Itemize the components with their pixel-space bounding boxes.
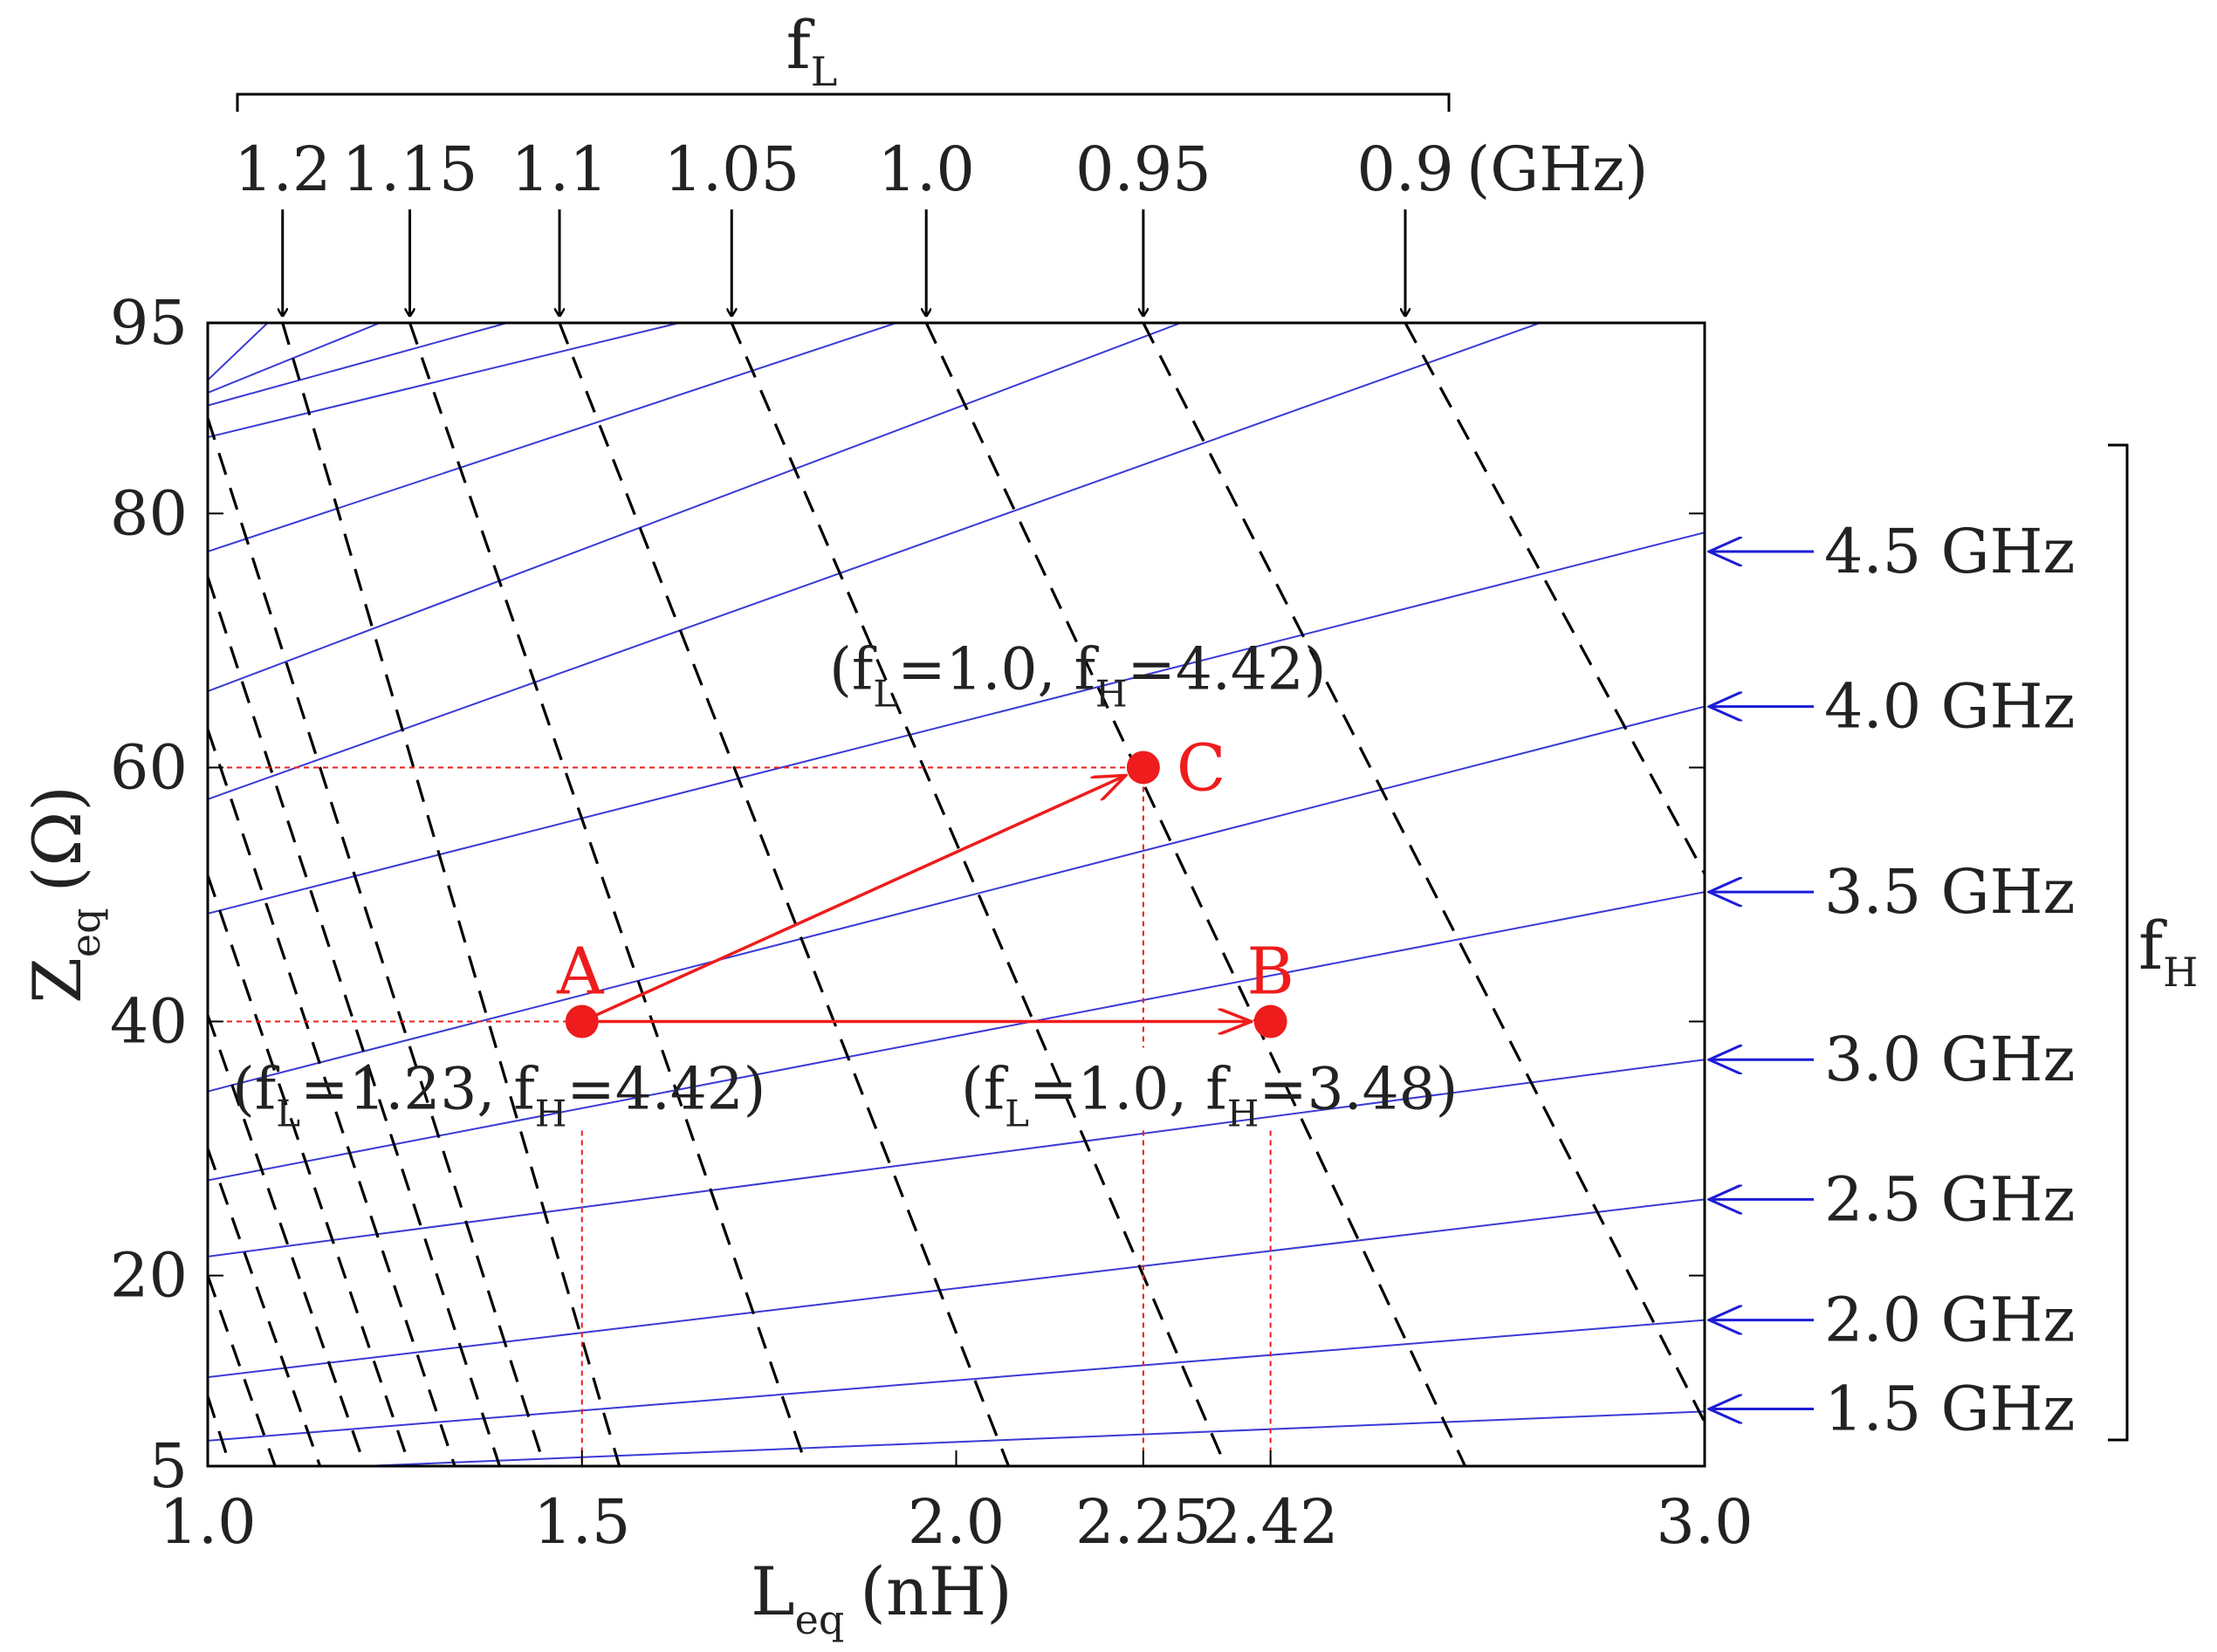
fl-unit: (GHz) (1466, 134, 1648, 205)
annotation-B: (fL=1.0, fH=3.48) (961, 1056, 1458, 1135)
fl-line-unlabeled-7 (208, 1395, 232, 1466)
fl-label-1.05: 1.05 (663, 134, 800, 205)
fl-line-unlabeled-4 (208, 1014, 367, 1466)
point-label-C: C (1177, 730, 1226, 805)
fl-line-1.05 (730, 323, 1227, 1466)
fl-line-1.1 (558, 323, 1011, 1466)
fl-line-1.15 (408, 323, 808, 1466)
fl-line-unlabeled-2 (208, 729, 456, 1466)
fl-top-labels: 1.2 1.15 1.1 1.05 1.0 0.95 0.9 (234, 134, 1454, 316)
x-axis-ticks: 1.0 1.5 2.0 2.252.42 3.0 (159, 1450, 1754, 1558)
fl-line-unlabeled-6 (208, 1275, 277, 1466)
x-axis-label: L (751, 1553, 794, 1630)
fh-line-0 (342, 1410, 1705, 1466)
annotation-A: (fL=1.23, fH=4.42) (232, 1056, 765, 1135)
x-axis-unit: (nH) (860, 1553, 1012, 1630)
y-tick-label: 40 (110, 986, 188, 1058)
fl-line-0.95 (1142, 323, 1705, 1426)
fh-title: f (2138, 907, 2167, 984)
point-label-B: B (1246, 935, 1294, 1010)
fl-label-1.2: 1.2 (234, 134, 331, 205)
y-axis-ticks: 5 20 40 60 80 95 (110, 287, 1705, 1502)
x-tick-label: 2.25 (1075, 1486, 1211, 1558)
fl-title-sub: L (811, 48, 838, 95)
fl-label-0.95: 0.95 (1075, 134, 1211, 205)
x-tick-label: 1.5 (533, 1486, 630, 1558)
point-annotations: A (fL=1.23, fH=4.42) B (fL=1.0, fH=3.48) C (f… (232, 635, 1458, 1134)
fh-header: fH 4.5 GHz 4.0 GHz 3.5 GHz 3.0 GHz 2.5 GHz 2.… (1709, 443, 2198, 1445)
point-label-A: A (556, 935, 605, 1010)
point-C (1126, 751, 1160, 785)
fl-label-1.0: 1.0 (878, 134, 975, 205)
fl-line-1.2 (281, 323, 621, 1466)
guide-lines (208, 766, 1272, 1466)
fh-line-9 (208, 323, 897, 552)
fl-lines (208, 323, 1705, 1466)
fh-lines (208, 323, 1705, 1466)
y-tick-label: 20 (110, 1240, 188, 1312)
highlight-layer (565, 751, 1287, 1038)
fh-title-sub: H (2163, 949, 2198, 996)
fl-line-unlabeled-0 (208, 417, 546, 1466)
plot-frame (206, 321, 1706, 1468)
fl-line-unlabeled-1 (208, 576, 501, 1466)
fh-line-7 (208, 323, 1541, 800)
fh-label-2: 3.5 GHz (1824, 856, 2075, 928)
svg-text:fL: fL (786, 6, 838, 95)
fh-label-6: 1.5 GHz (1824, 1374, 2075, 1445)
fh-line-3 (208, 1059, 1705, 1258)
fl-label-1.1: 1.1 (511, 134, 607, 205)
y-tick-label: 5 (148, 1430, 188, 1502)
x-axis-title: Leq (nH) (751, 1553, 1012, 1643)
fh-line-1 (208, 1319, 1705, 1442)
fh-line-13 (208, 323, 269, 381)
fh-line-5 (208, 705, 1705, 1093)
y-axis-title: Zeq (Ω) (18, 785, 109, 1004)
fl-line-unlabeled-3 (208, 874, 412, 1466)
fl-bracket (236, 93, 1451, 112)
arrow-A-C (581, 776, 1126, 1024)
fh-bracket (2108, 443, 2129, 1442)
fh-label-5: 2.0 GHz (1824, 1285, 2075, 1356)
y-tick-label: 95 (110, 287, 188, 359)
fh-line-2 (208, 1198, 1705, 1379)
fl-title: f (786, 6, 815, 84)
y-tick-label: 60 (110, 731, 188, 803)
fh-line-4 (208, 891, 1705, 1182)
y-axis-label: Z (18, 957, 96, 1004)
fl-header: fL 1.2 1.15 1.1 1.05 1.0 0.95 0.9 (GHz) (234, 6, 1648, 316)
fl-line-1.0 (924, 323, 1467, 1466)
y-axis-unit: (Ω) (18, 785, 96, 892)
annotation-C: (fL=1.0, fH=4.42) (829, 635, 1326, 715)
x-tick-label: 1.0 (159, 1486, 256, 1558)
fh-label-4: 2.5 GHz (1824, 1163, 2075, 1235)
fh-label-0: 4.5 GHz (1824, 516, 2075, 587)
fl-label-0.9: 0.9 (1356, 134, 1453, 205)
x-axis-label-sub: eq (795, 1596, 845, 1643)
svg-text:fH: fH (2138, 907, 2198, 996)
fh-line-8 (208, 323, 1182, 693)
x-tick-label: 2.0 (908, 1486, 1005, 1558)
fh-line-10 (208, 323, 680, 438)
fl-line-unlabeled-5 (208, 1148, 322, 1466)
svg-text:Zeq(Ω): Zeq (Ω) (18, 785, 109, 1004)
x-tick-label: 2.42 (1203, 1486, 1339, 1558)
y-tick-label: 80 (110, 477, 188, 549)
point-B (1253, 1004, 1287, 1038)
fh-line-11 (208, 323, 508, 407)
point-A (565, 1004, 599, 1038)
svg-text:Leq(nH): Leq (nH) (751, 1553, 1012, 1643)
fh-label-1: 4.0 GHz (1824, 671, 2075, 743)
y-axis-label-sub: eq (62, 908, 109, 957)
x-tick-label: 3.0 (1656, 1486, 1753, 1558)
fh-line-6 (208, 531, 1705, 915)
fl-label-1.15: 1.15 (342, 134, 478, 205)
fh-label-3: 3.0 GHz (1824, 1024, 2075, 1095)
fh-right-labels: 4.5 GHz 4.0 GHz 3.5 GHz 3.0 GHz 2.5 GHz 2.0 G… (1709, 516, 2075, 1445)
